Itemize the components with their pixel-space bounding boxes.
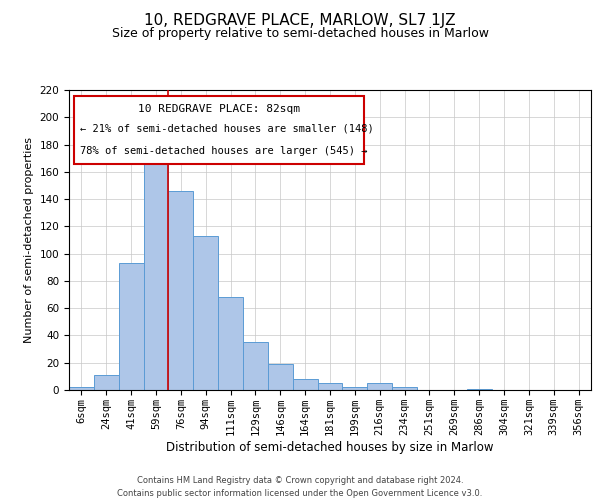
Text: Contains HM Land Registry data © Crown copyright and database right 2024.
Contai: Contains HM Land Registry data © Crown c… xyxy=(118,476,482,498)
Text: 10 REDGRAVE PLACE: 82sqm: 10 REDGRAVE PLACE: 82sqm xyxy=(138,104,300,114)
FancyBboxPatch shape xyxy=(74,96,364,164)
Bar xyxy=(317,383,343,390)
Text: 78% of semi-detached houses are larger (545) →: 78% of semi-detached houses are larger (… xyxy=(80,146,368,156)
Bar xyxy=(143,138,169,390)
Bar xyxy=(119,263,143,390)
Bar xyxy=(193,236,218,390)
Bar xyxy=(94,375,119,390)
Bar xyxy=(367,383,392,390)
Bar xyxy=(343,388,367,390)
Bar xyxy=(467,388,491,390)
Bar xyxy=(169,191,193,390)
Bar xyxy=(243,342,268,390)
Text: 10, REDGRAVE PLACE, MARLOW, SL7 1JZ: 10, REDGRAVE PLACE, MARLOW, SL7 1JZ xyxy=(144,12,456,28)
X-axis label: Distribution of semi-detached houses by size in Marlow: Distribution of semi-detached houses by … xyxy=(166,440,494,454)
Bar xyxy=(293,379,317,390)
Text: ← 21% of semi-detached houses are smaller (148): ← 21% of semi-detached houses are smalle… xyxy=(80,124,374,134)
Bar xyxy=(69,388,94,390)
Bar xyxy=(268,364,293,390)
Text: Size of property relative to semi-detached houses in Marlow: Size of property relative to semi-detach… xyxy=(112,28,488,40)
Bar xyxy=(392,388,417,390)
Y-axis label: Number of semi-detached properties: Number of semi-detached properties xyxy=(24,137,34,343)
Bar xyxy=(218,298,243,390)
